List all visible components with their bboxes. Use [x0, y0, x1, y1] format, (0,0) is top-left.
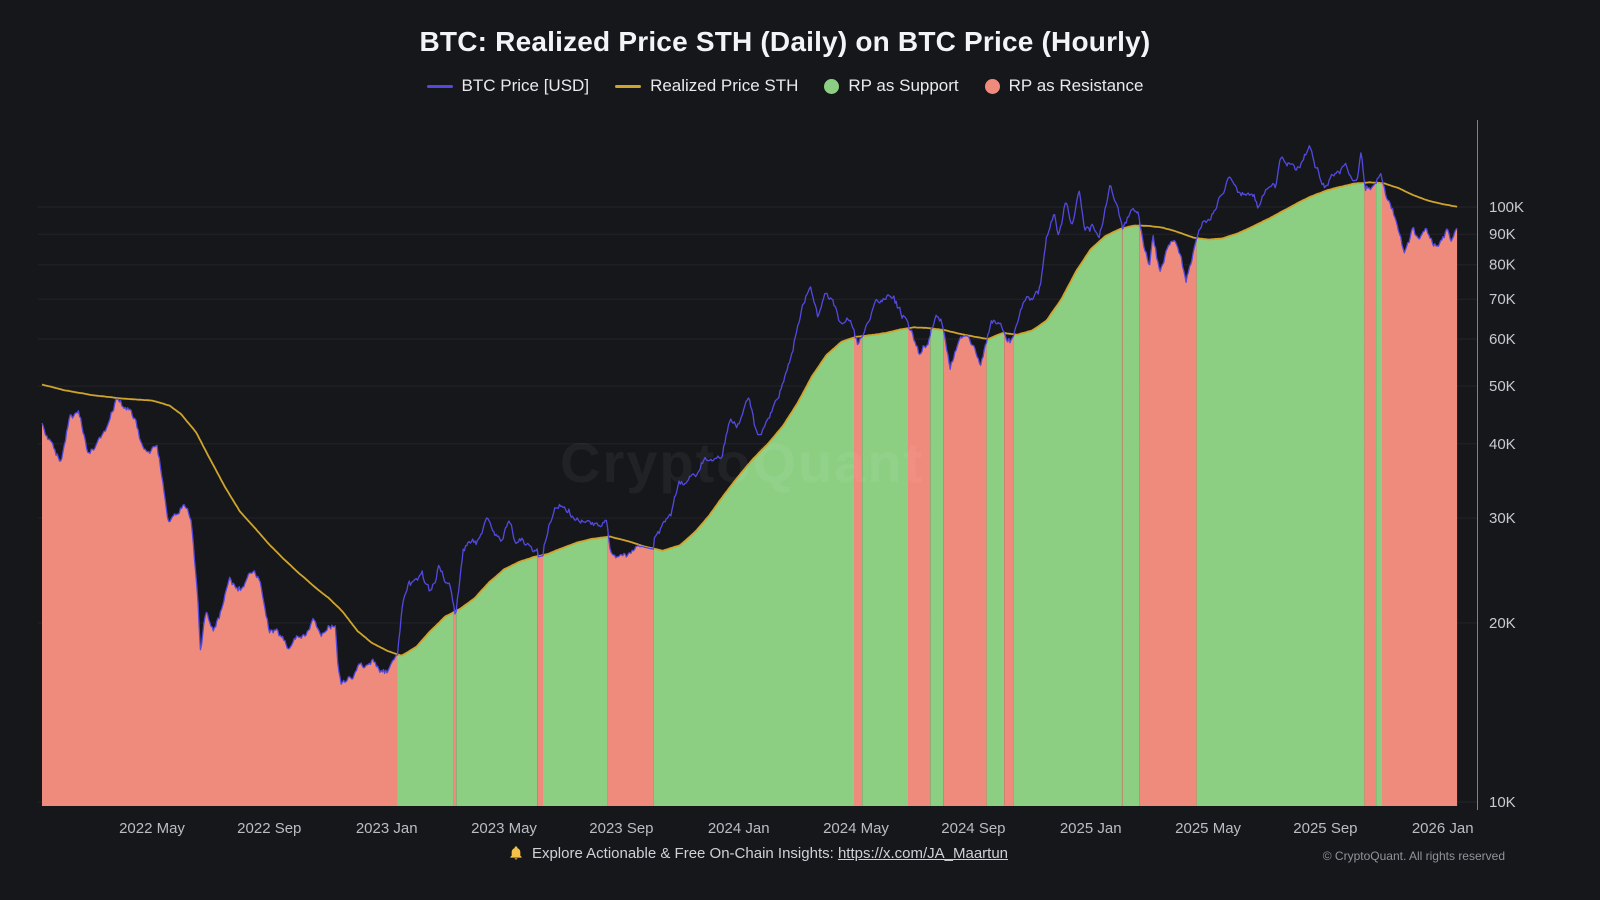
support-band	[653, 337, 854, 806]
rp-bands	[42, 179, 1458, 807]
btc-price-line	[41, 145, 1458, 685]
y-axis-label: 90K	[1489, 226, 1516, 243]
x-axis-label: 2024 Sep	[941, 820, 1005, 837]
resistance-dot-icon	[984, 78, 1000, 94]
chart-legend: BTC Price [USD] Realized Price STH RP as…	[0, 76, 1570, 96]
resistance-band	[1382, 179, 1458, 807]
resistance-band	[537, 548, 543, 806]
resistance-band	[854, 329, 863, 806]
support-band	[1122, 225, 1140, 806]
btc-price-line-swatch	[426, 84, 453, 88]
support-band	[456, 556, 538, 806]
resistance-band	[453, 606, 457, 806]
resistance-band	[1364, 182, 1377, 806]
legend-label-btc-price: BTC Price [USD]	[461, 76, 590, 95]
support-band	[1196, 182, 1365, 806]
x-axis-label: 2022 May	[119, 820, 185, 837]
resistance-band	[1121, 222, 1123, 806]
support-band	[1376, 182, 1382, 806]
bell-icon	[508, 845, 524, 865]
copyright: © CryptoQuant. All rights reserved	[1322, 849, 1505, 863]
x-axis-label: 2022 Sep	[237, 820, 301, 837]
x-axis-label: 2024 Jan	[708, 820, 770, 837]
x-axis-label: 2023 Jan	[356, 820, 418, 837]
x-axis-label: 2023 Sep	[589, 820, 653, 837]
gridlines	[38, 206, 1477, 803]
y-axis-label: 70K	[1489, 291, 1516, 308]
resistance-band	[607, 527, 654, 806]
x-axis-label: 2025 May	[1175, 820, 1241, 837]
legend-label-realized-price: Realized Price STH	[650, 76, 799, 95]
resistance-band	[908, 322, 931, 806]
x-axis-label: 2024 May	[823, 820, 889, 837]
chart-title: BTC: Realized Price STH (Daily) on BTC P…	[419, 26, 1151, 57]
realized-price-line-swatch	[615, 84, 642, 88]
support-band	[986, 333, 1005, 806]
y-axis-label: 50K	[1489, 378, 1516, 395]
legend-item-rp-support[interactable]: RP as Support	[824, 76, 959, 96]
y-axis-label: 10K	[1489, 794, 1516, 811]
y-axis-label: 40K	[1489, 436, 1516, 453]
support-band	[930, 328, 944, 806]
legend-item-rp-resistance[interactable]: RP as Resistance	[984, 76, 1144, 96]
footer: Explore Actionable & Free On-Chain Insig…	[0, 845, 1516, 865]
resistance-band	[42, 399, 398, 806]
watermark: CryptoQuant	[560, 431, 924, 494]
x-axis-label: 2026 Jan	[1412, 820, 1474, 837]
resistance-band	[1004, 332, 1014, 806]
legend-item-realized-price[interactable]: Realized Price STH	[615, 76, 798, 96]
support-band	[397, 612, 454, 806]
legend-label-rp-resistance: RP as Resistance	[1008, 76, 1144, 95]
legend-label-rp-support: RP as Support	[848, 76, 959, 95]
y-axis-label: 80K	[1489, 257, 1516, 274]
insights-link[interactable]: https://x.com/JA_Maartun	[837, 845, 1009, 862]
realized-price-line	[41, 181, 1458, 657]
x-axis-label: 2023 May	[471, 820, 537, 837]
footer-text: Explore Actionable & Free On-Chain Insig…	[531, 845, 834, 862]
y-axis-label: 20K	[1489, 615, 1516, 632]
resistance-band	[1139, 217, 1197, 807]
legend-item-btc-price[interactable]: BTC Price [USD]	[426, 76, 590, 96]
y-axis-label: 100K	[1489, 199, 1524, 216]
support-dot-icon	[824, 78, 840, 94]
resistance-band	[943, 328, 987, 806]
support-band	[1013, 228, 1122, 806]
x-axis-label: 2025 Sep	[1293, 820, 1357, 837]
support-band	[543, 536, 608, 806]
support-band	[862, 328, 908, 806]
y-axis-label: 30K	[1489, 510, 1516, 527]
series-lines	[41, 145, 1458, 685]
x-axis-label: 2025 Jan	[1060, 820, 1122, 837]
y-axis-label: 60K	[1489, 331, 1516, 348]
